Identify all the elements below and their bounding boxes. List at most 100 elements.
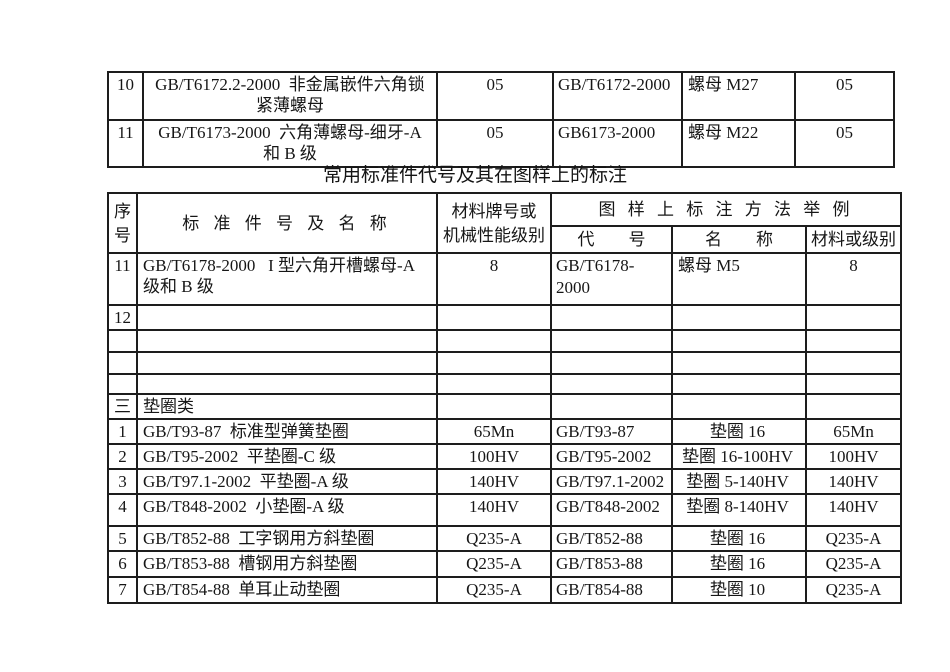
- header-example-group: 图 样 上 标 注 方 法 举 例: [549, 192, 903, 227]
- standards-table-header: 序 号 标 准 件 号 及 名 称 材料牌号或 机械性能级别 图 样 上 标 注…: [107, 192, 903, 254]
- table-cell-grade: Q235-A: [804, 576, 903, 604]
- table-cell-ex_name: [671, 393, 807, 420]
- table-cell-grade: 8: [804, 252, 903, 306]
- table-cell-grade: 05: [794, 71, 895, 121]
- table-cell-material: 05: [436, 71, 554, 121]
- table-cell-no: [107, 329, 138, 353]
- table-row: 1 GB/T93-87 标准型弹簧垫圈 65Mn GB/T93-87 垫圈 16 65Mn: [107, 418, 903, 445]
- table-cell-name: [136, 351, 438, 375]
- table-cell-no: 3: [107, 468, 138, 495]
- table-cell-code: GB/T95-2002: [550, 443, 673, 470]
- header-name: 标 准 件 号 及 名 称: [136, 192, 438, 254]
- table-cell-material: [436, 351, 552, 375]
- table-cell-name: GB/T93-87 标准型弹簧垫圈: [136, 418, 438, 445]
- table-cell-code: [550, 304, 673, 331]
- table-cell-grade: [804, 304, 903, 331]
- table-cell-code: GB/T848-2002: [550, 493, 673, 527]
- table-row: [107, 329, 903, 353]
- table-cell-code: GB6173-2000: [552, 119, 683, 168]
- nut-table-body: 10 GB/T6172.2-2000 非金属嵌件六角锁 紧薄螺母 05 GB/T617…: [107, 71, 895, 168]
- header-grade: 材料或级别: [804, 225, 903, 254]
- table-row: 10 GB/T6172.2-2000 非金属嵌件六角锁 紧薄螺母 05 GB/T617…: [107, 71, 895, 121]
- table-cell-ex_name: 垫圈 10: [671, 576, 807, 604]
- header-material: 材料牌号或 机械性能级别: [436, 192, 552, 254]
- table-cell-code: [550, 329, 673, 353]
- table-cell-grade: [804, 393, 903, 420]
- table-cell-grade: [804, 329, 903, 353]
- table-cell-code: GB/T852-88: [550, 525, 673, 552]
- table-cell-material: 65Mn: [436, 418, 552, 445]
- table-cell-code: GB/T853-88: [550, 550, 673, 578]
- table-cell-material: 100HV: [436, 443, 552, 470]
- section-title: 常用标准件代号及其在图样上的标注: [322, 165, 627, 186]
- table-cell-name: [136, 373, 438, 395]
- table-cell-name: GB/T854-88 单耳止动垫圈: [136, 576, 438, 604]
- header-code: 代 号: [550, 225, 673, 254]
- table-cell-name: GB/T6178-2000 I 型六角开槽螺母-A 级和 B 级: [136, 252, 438, 306]
- table-cell-grade: [804, 351, 903, 375]
- table-row: 2 GB/T95-2002 平垫圈-C 级 100HV GB/T95-2002 垫圈 1…: [107, 443, 903, 470]
- table-cell-grade: Q235-A: [804, 550, 903, 578]
- table-cell-name: GB/T97.1-2002 平垫圈-A 级: [136, 468, 438, 495]
- table-cell-ex_name: 垫圈 16: [671, 418, 807, 445]
- table-cell-name: GB/T6172.2-2000 非金属嵌件六角锁 紧薄螺母: [142, 71, 438, 121]
- table-cell-material: Q235-A: [436, 576, 552, 604]
- table-cell-grade: 05: [794, 119, 895, 168]
- table-cell-ex_name: 螺母 M22: [681, 119, 796, 168]
- table-row: 7 GB/T854-88 单耳止动垫圈 Q235-A GB/T854-88 垫圈 10 Q…: [107, 576, 903, 604]
- table-cell-code: [550, 351, 673, 375]
- standards-table: 序 号 标 准 件 号 及 名 称 材料牌号或 机械性能级别 图 样 上 标 注…: [107, 192, 903, 604]
- table-cell-no: 三: [107, 393, 138, 420]
- standards-table-body: 11 GB/T6178-2000 I 型六角开槽螺母-A 级和 B 级 8 GB/T6…: [107, 252, 903, 604]
- table-cell-code: [550, 393, 673, 420]
- table-cell-code: GB/T854-88: [550, 576, 673, 604]
- table-cell-no: 5: [107, 525, 138, 552]
- table-cell-no: 7: [107, 576, 138, 604]
- table-cell-material: [436, 304, 552, 331]
- table-row: [107, 373, 903, 395]
- table-cell-code: GB/T93-87: [550, 418, 673, 445]
- header-seq: 序 号: [107, 192, 138, 254]
- table-cell-grade: [804, 373, 903, 395]
- table-cell-code: GB/T6172-2000: [552, 71, 683, 121]
- table-cell-no: 10: [107, 71, 144, 121]
- table-cell-ex_name: 垫圈 16-100HV: [671, 443, 807, 470]
- header-row-1: 序 号 标 准 件 号 及 名 称 材料牌号或 机械性能级别 图 样 上 标 注…: [107, 192, 903, 254]
- table-cell-no: 2: [107, 443, 138, 470]
- table-cell-material: 140HV: [436, 493, 552, 527]
- table-cell-grade: 140HV: [804, 468, 903, 495]
- table-cell-code: GB/T97.1-2002: [550, 468, 673, 495]
- table-row: 4 GB/T848-2002 小垫圈-A 级 140HV GB/T848-2002 垫圈…: [107, 493, 903, 527]
- table-row: 12: [107, 304, 903, 331]
- table-cell-material: [436, 329, 552, 353]
- table-cell-ex_name: [671, 373, 807, 395]
- table-cell-material: [436, 393, 552, 420]
- table-cell-name: GB/T6173-2000 六角薄螺母-细牙-A 和 B 级: [142, 119, 438, 168]
- table-cell-ex_name: [671, 351, 807, 375]
- table-cell-grade: 140HV: [804, 493, 903, 527]
- table-cell-material: Q235-A: [436, 550, 552, 578]
- nut-table-continued: 10 GB/T6172.2-2000 非金属嵌件六角锁 紧薄螺母 05 GB/T617…: [107, 71, 895, 168]
- table-cell-material: 05: [436, 119, 554, 168]
- table-cell-ex_name: [671, 329, 807, 353]
- table-cell-no: [107, 351, 138, 375]
- table-cell-name: GB/T853-88 槽钢用方斜垫圈: [136, 550, 438, 578]
- table-row: [107, 351, 903, 375]
- table-row: 三垫圈类: [107, 393, 903, 420]
- table-row: 11 GB/T6178-2000 I 型六角开槽螺母-A 级和 B 级 8 GB/T6…: [107, 252, 903, 306]
- table-cell-name: GB/T95-2002 平垫圈-C 级: [136, 443, 438, 470]
- table-cell-no: 6: [107, 550, 138, 578]
- table-cell-grade: 65Mn: [804, 418, 903, 445]
- table-cell-material: Q235-A: [436, 525, 552, 552]
- table-cell-name: 垫圈类: [136, 393, 438, 420]
- table-cell-ex_name: 垫圈 5-140HV: [671, 468, 807, 495]
- table-cell-code: GB/T6178-2000: [550, 252, 673, 306]
- table-cell-no: 11: [107, 119, 144, 168]
- table-row: 6 GB/T853-88 槽钢用方斜垫圈 Q235-A GB/T853-88 垫圈 16…: [107, 550, 903, 578]
- table-cell-ex_name: [671, 304, 807, 331]
- table-cell-name: [136, 304, 438, 331]
- table-cell-no: 12: [107, 304, 138, 331]
- table-cell-material: [436, 373, 552, 395]
- table-row: 11 GB/T6173-2000 六角薄螺母-细牙-A 和 B 级 05 GB6173…: [107, 119, 895, 168]
